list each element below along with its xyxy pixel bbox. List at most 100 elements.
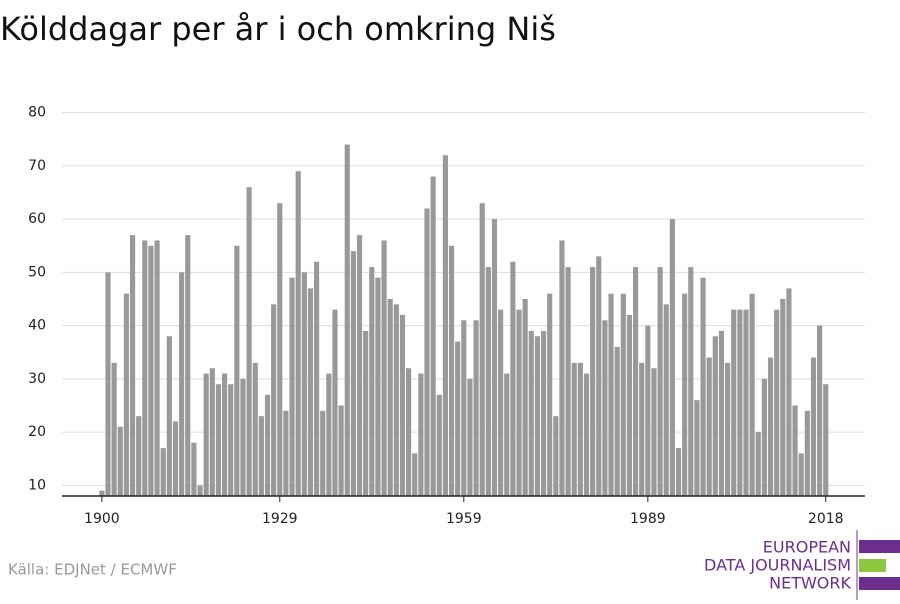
bar xyxy=(314,261,320,496)
bar xyxy=(240,378,246,496)
bar xyxy=(737,309,743,496)
x-tick-label: 1959 xyxy=(446,511,482,527)
bar xyxy=(639,362,645,496)
bar xyxy=(534,336,540,496)
bar xyxy=(804,410,810,496)
bar xyxy=(749,293,755,496)
bar xyxy=(817,325,823,496)
bar xyxy=(277,203,283,496)
bar xyxy=(510,261,516,496)
bar xyxy=(142,240,148,496)
bar xyxy=(774,309,780,496)
bar xyxy=(473,320,479,496)
bar xyxy=(516,309,522,496)
bar xyxy=(246,187,252,496)
bar xyxy=(823,384,829,496)
logo-bar xyxy=(859,540,900,553)
bar xyxy=(209,368,215,496)
bar xyxy=(332,309,338,496)
bar xyxy=(228,384,234,496)
bar xyxy=(99,490,105,496)
bar xyxy=(626,314,633,496)
bar xyxy=(412,453,418,496)
bar xyxy=(632,267,639,496)
bar xyxy=(271,304,277,496)
y-tick-label: 40 xyxy=(28,318,46,334)
bar xyxy=(682,293,688,496)
bar xyxy=(166,336,172,496)
bar xyxy=(755,432,761,496)
bar xyxy=(448,245,455,496)
bar xyxy=(522,299,528,496)
bar xyxy=(283,410,289,496)
bar xyxy=(197,485,203,496)
x-tick-label: 2018 xyxy=(808,511,844,527)
bar xyxy=(179,272,185,496)
bar xyxy=(338,405,344,496)
bar xyxy=(399,314,406,496)
bar xyxy=(387,299,393,496)
bar xyxy=(307,288,314,496)
bar xyxy=(424,208,430,496)
y-tick-label: 70 xyxy=(28,158,46,174)
bar xyxy=(326,373,332,496)
bar xyxy=(117,426,123,496)
bar xyxy=(498,309,504,496)
bar xyxy=(442,155,448,497)
bar xyxy=(289,277,295,496)
bar xyxy=(129,235,136,497)
bar xyxy=(645,325,651,496)
bar xyxy=(258,416,264,496)
bar xyxy=(381,240,387,496)
bar xyxy=(767,357,774,496)
bar xyxy=(577,362,583,496)
bar xyxy=(491,219,498,496)
bar xyxy=(731,309,737,496)
bar xyxy=(264,394,271,496)
bar xyxy=(798,453,804,496)
bar xyxy=(761,378,767,496)
bar xyxy=(504,373,510,496)
bar xyxy=(123,293,129,496)
bar xyxy=(369,267,375,496)
bar xyxy=(148,245,154,496)
x-tick-label: 1929 xyxy=(262,511,298,527)
bar xyxy=(743,309,749,496)
bar xyxy=(191,442,197,496)
bar xyxy=(234,245,240,496)
x-tick-label: 1989 xyxy=(630,511,666,527)
bar xyxy=(461,320,467,496)
bar xyxy=(718,330,725,496)
y-tick-label: 30 xyxy=(28,371,46,387)
bar xyxy=(344,144,350,496)
bar xyxy=(252,362,258,496)
bar xyxy=(675,448,682,496)
bar xyxy=(559,240,565,496)
bar xyxy=(467,378,473,496)
bar xyxy=(694,400,700,496)
x-tick-label: 1900 xyxy=(84,511,120,527)
logo-bar xyxy=(859,577,900,590)
bar xyxy=(455,341,461,496)
bar xyxy=(418,373,424,496)
bar xyxy=(203,373,209,496)
bar xyxy=(657,267,663,496)
bar xyxy=(596,256,602,496)
y-tick-label: 50 xyxy=(28,264,46,280)
source: Källa: EDJNet / ECMWF xyxy=(8,561,177,579)
bar xyxy=(669,219,675,496)
bar xyxy=(614,346,620,496)
bar xyxy=(810,357,817,496)
logo-text: EUROPEAN xyxy=(763,538,851,557)
bar xyxy=(792,405,798,496)
bar xyxy=(363,330,369,496)
bar xyxy=(571,362,577,496)
bar xyxy=(602,320,608,496)
bar xyxy=(215,384,222,496)
bar xyxy=(553,416,559,496)
bar xyxy=(786,288,792,496)
bar xyxy=(700,277,706,496)
bar xyxy=(479,203,485,496)
bar xyxy=(528,330,534,496)
bar xyxy=(136,416,142,496)
